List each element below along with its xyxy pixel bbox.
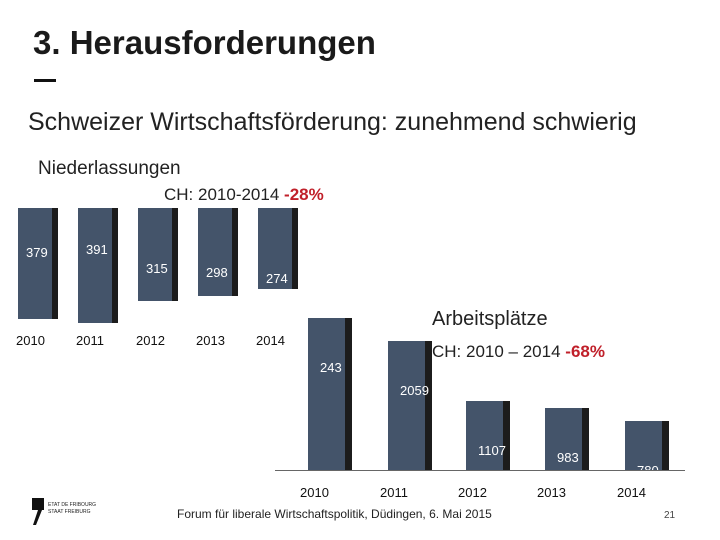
chart2-bar-2014 [625,421,669,470]
chart1-bar-2014 [258,208,298,289]
chart2-bar-2012 [466,401,510,470]
title-rule [34,79,56,82]
chart1-bar-shadow [52,208,58,319]
logo: ETAT DE FRIBOURG STAAT FREIBURG [30,495,110,531]
page-number: 21 [664,510,676,521]
chart1-bar-2013 [198,208,238,296]
chart1-title: Niederlassungen [38,158,181,179]
chart2-bar-shadow [582,408,589,470]
chart2-change: -68% [565,342,605,361]
chart1-period: CH: 2010-2014 [164,185,280,204]
chart2-bar-shadow [503,401,510,470]
chart1-bar-2012 [138,208,178,301]
chart2-baseline [275,470,685,471]
chart1-bar-shadow [232,208,238,296]
chart2-data-label: 243 [320,360,342,375]
chart1-change: -28% [284,185,324,204]
chart2-data-label: 1107 [478,443,506,458]
chart2-bar-shadow [662,421,669,470]
chart2-subtitle: CH: 2010 – 2014 -68% [432,342,605,362]
logo-icon: ETAT DE FRIBOURG STAAT FREIBURG [32,498,96,525]
chart1-data-label: 298 [206,265,228,281]
chart1-bar-2011 [78,208,118,323]
chart2-tick-label: 2010 [300,485,329,500]
chart1-bar-shadow [112,208,118,323]
chart2-tick-label: 2013 [537,485,566,500]
chart2-data-label: 2059 [400,383,429,398]
chart1-tick-label: 2011 [76,333,104,348]
chart2-tick-label: 2014 [617,485,646,500]
footer-text: Forum für liberale Wirtschaftspolitik, D… [177,507,492,521]
chart1-data-label: 391 [86,242,108,257]
chart1-data-label: 315 [146,261,168,276]
chart1-tick-label: 2010 [16,333,45,348]
chart1-bar-2010 [18,208,58,319]
chart1-data-label: 379 [26,245,48,260]
chart1-data-label: 274 [266,271,288,287]
chart1-bar-shadow [292,208,298,289]
chart2-title: Arbeitsplätze [432,308,548,330]
chart2-tick-label: 2012 [458,485,487,500]
chart2-bar-2013 [545,408,589,470]
chart2-bar-shadow [425,341,432,470]
chart2-tick-label: 2011 [380,485,408,500]
chart2-bar-2010 [308,318,352,470]
chart1-subtitle: CH: 2010-2014 -28% [164,185,324,205]
slide-subtitle: Schweizer Wirtschaftsförderung: zunehmen… [28,108,637,136]
svg-text:STAAT FREIBURG: STAAT FREIBURG [48,509,91,515]
chart2-bar-shadow [345,318,352,470]
chart2-data-label: 983 [557,450,579,465]
chart2-period: CH: 2010 – 2014 [432,342,561,361]
chart1-tick-label: 2014 [256,333,285,348]
chart1-tick-label: 2012 [136,333,165,348]
chart1-bar-shadow [172,208,178,301]
chart1-tick-label: 2013 [196,333,225,348]
slide-title: 3. Herausforderungen [33,24,376,61]
svg-text:ETAT DE FRIBOURG: ETAT DE FRIBOURG [48,502,96,508]
chart2-bar-2011 [388,341,432,470]
